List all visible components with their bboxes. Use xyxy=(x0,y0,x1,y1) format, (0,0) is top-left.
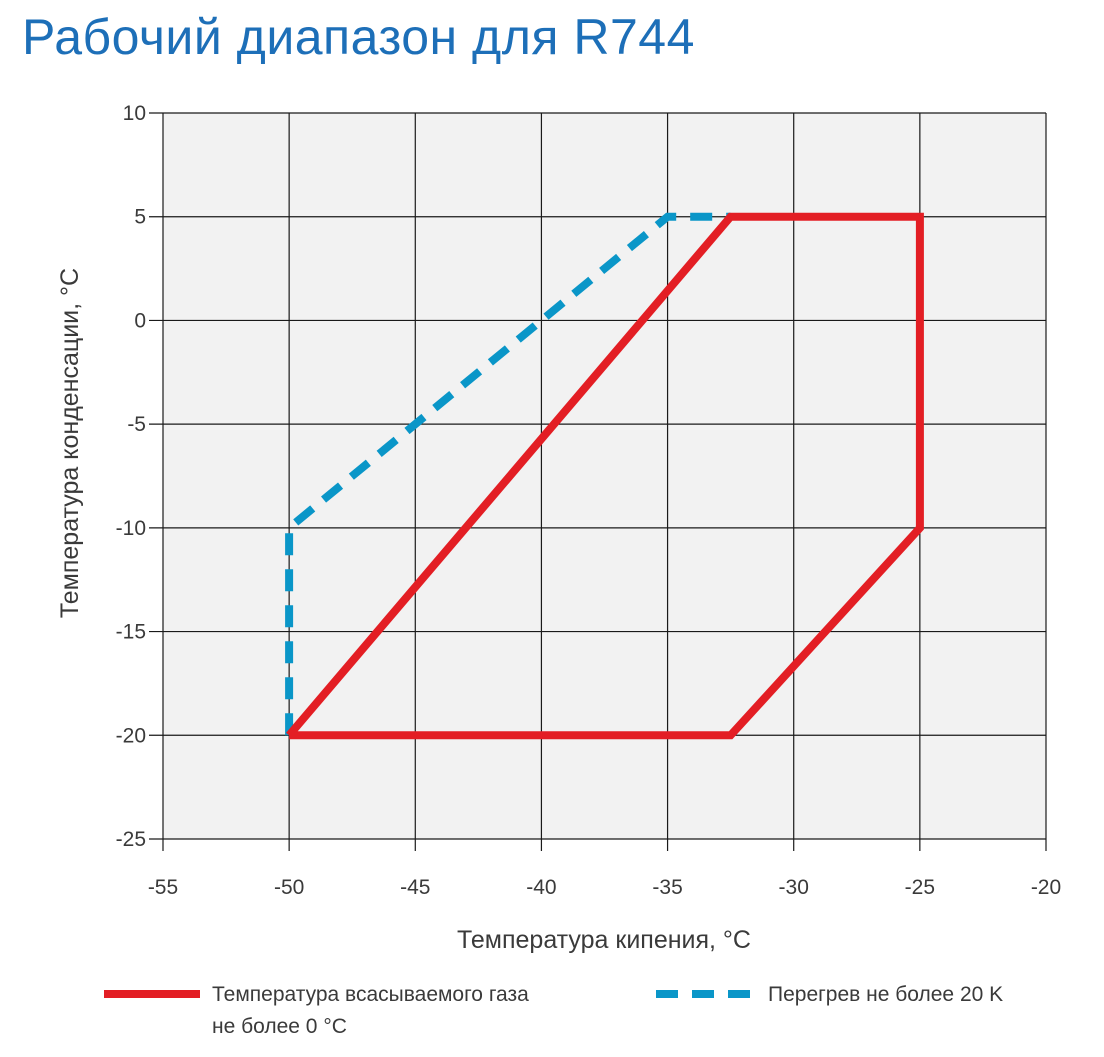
x-tick-label: -40 xyxy=(526,876,556,899)
series-layer xyxy=(285,212,924,740)
legend-label-line1: Температура всасываемого газа xyxy=(212,983,529,1006)
y-tick-label: 10 xyxy=(123,102,146,125)
y-axis-label: Температура конденсации, °C xyxy=(56,268,84,618)
x-tick-label: -45 xyxy=(400,876,430,899)
x-tick-label: -35 xyxy=(652,876,682,899)
x-tick-label: -50 xyxy=(274,876,304,899)
x-tick-label: -20 xyxy=(1031,876,1061,899)
y-tick-label: -10 xyxy=(116,517,146,540)
chart-title: Рабочий диапазон для R744 xyxy=(22,9,695,65)
legend-label-line2: не более 0 °C xyxy=(212,1015,347,1038)
y-tick-labels: 10 5 0 -5 -10 -15 -20 -25 xyxy=(116,102,146,851)
x-tick-label: -30 xyxy=(779,876,809,899)
series-line-suction-gas xyxy=(286,212,924,740)
x-tick-label: -55 xyxy=(148,876,178,899)
chart: -55 -50 -45 -40 -35 -30 -25 -20 10 5 0 -5 -10 -15 -20… xyxy=(56,102,1061,954)
x-tick-labels: -55 -50 -45 -40 -35 -30 -25 -20 xyxy=(148,876,1061,899)
legend-swatch-superheat xyxy=(656,990,752,998)
legend-entry-suction-gas: Температура всасываемого газа не более 0… xyxy=(212,979,632,1043)
legend-entry-superheat: Перегрев не более 20 K xyxy=(768,983,1004,1006)
legend-swatch-suction-gas xyxy=(104,990,200,998)
y-tick-label: -5 xyxy=(127,413,146,436)
y-tick-label: 5 xyxy=(134,206,146,229)
y-tick-label: -15 xyxy=(116,621,146,644)
y-tick-label: 0 xyxy=(134,309,146,332)
x-tick-label: -25 xyxy=(905,876,935,899)
y-tick-label: -25 xyxy=(116,828,146,851)
series-line-superheat xyxy=(285,212,731,736)
x-axis-label: Температура кипения, °C xyxy=(457,926,751,954)
plot-area xyxy=(163,113,1046,839)
y-tick-label: -20 xyxy=(116,724,146,747)
